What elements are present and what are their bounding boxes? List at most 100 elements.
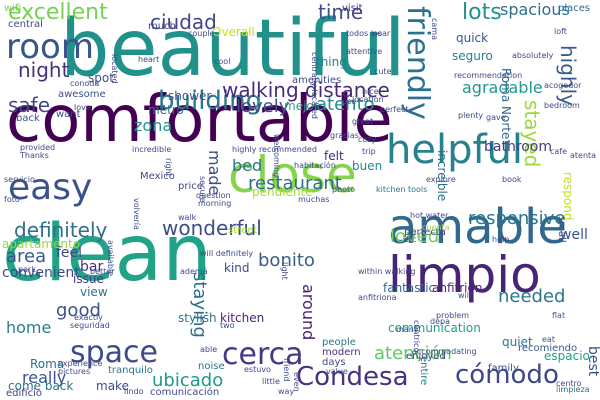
cloud-word: comunicación (150, 387, 220, 398)
cloud-word: wifi (4, 3, 22, 14)
cloud-word: secure (198, 176, 207, 203)
cloud-word: love (74, 103, 91, 112)
cloud-word: cafe (550, 147, 568, 156)
cloud-word: anfitriona (358, 293, 397, 302)
cloud-word: close (228, 146, 357, 204)
cloud-word: view (80, 285, 108, 299)
cloud-word: todos los (346, 29, 382, 38)
cloud-word: Mexico (140, 171, 175, 182)
cloud-word: amable (388, 199, 567, 255)
cloud-word: value (326, 367, 348, 376)
cloud-word: spacious (500, 0, 570, 19)
cloud-word: kitchen (220, 311, 265, 325)
cloud-word: loft (554, 27, 567, 36)
cloud-word: book (502, 175, 522, 184)
cloud-word: wonderful (162, 216, 262, 240)
cloud-word: awesome (58, 89, 106, 100)
cloud-word: quiet (502, 335, 533, 349)
cloud-word: perfect (380, 105, 409, 114)
cloud-word: accommodating (412, 347, 477, 356)
cloud-word: loved (390, 226, 440, 247)
cloud-word: room (6, 27, 94, 67)
cloud-word: estuvo (244, 365, 271, 374)
cloud-word: nice (362, 87, 379, 96)
cloud-word: convenient (2, 265, 80, 281)
cloud-word: depa (430, 317, 450, 326)
cloud-word: friend (282, 358, 291, 382)
cloud-word: mejor (284, 99, 319, 113)
cloud-word: felt (324, 149, 344, 163)
cloud-word: family (488, 363, 519, 374)
cloud-word: light (280, 262, 289, 280)
cloud-word: muchas (298, 195, 330, 204)
cloud-word: plenty (458, 111, 484, 120)
cloud-word: comfortable (6, 83, 393, 157)
cloud-word: seguro (452, 49, 493, 63)
cloud-word: responsive (468, 208, 566, 229)
cloud-word: make (96, 379, 129, 393)
cloud-word: trip (362, 147, 376, 156)
cloud-word: attentive (346, 47, 383, 56)
cloud-word: well (560, 227, 588, 243)
cloud-word: gracias (330, 131, 359, 140)
cloud-word: centro (556, 379, 582, 388)
cloud-word: ciudad (150, 10, 217, 34)
cloud-word: friendly (400, 6, 435, 120)
cloud-word: visit (342, 3, 363, 14)
cloud-word: problem (436, 311, 470, 320)
cloud-word: walk (178, 213, 197, 222)
cloud-word: restaurant (248, 173, 342, 194)
cloud-word: small (556, 216, 567, 243)
cloud-word: easy (8, 167, 93, 208)
cloud-word: atenta (570, 151, 597, 160)
cloud-word: question (196, 191, 231, 200)
cloud-word: definitely (14, 218, 108, 242)
cloud-word: home (6, 318, 52, 337)
cloud-word: better (90, 267, 115, 276)
cloud-word: thing (316, 55, 347, 69)
cloud-word: want (56, 109, 81, 120)
cloud-word: hot water (410, 211, 449, 220)
cloud-word: limpio (388, 246, 541, 304)
cloud-word: metro (148, 103, 184, 117)
cloud-word: amenities (292, 75, 342, 86)
cloud-word: pictures (58, 367, 91, 376)
cloud-word: many (396, 325, 419, 334)
cloud-word: edificio (6, 388, 42, 399)
cloud-word: lovely (236, 96, 290, 117)
cloud-word: good (56, 300, 101, 321)
cloud-word: highly recommended (232, 145, 317, 154)
cloud-word: right (164, 158, 173, 177)
cloud-word: photo (332, 185, 356, 194)
cloud-word: help (492, 235, 510, 244)
cloud-word: apartamento (2, 237, 81, 251)
cloud-word: space (70, 335, 159, 370)
cloud-word: kind (224, 261, 250, 275)
cloud-word: much (148, 21, 176, 32)
cloud-word: pendiente (252, 185, 313, 199)
cloud-word: kitchen tools (376, 185, 428, 194)
cloud-word: made (205, 150, 224, 196)
cloud-word: staying (189, 272, 210, 338)
cloud-word: safe (8, 93, 51, 117)
cloud-word: clean (2, 209, 212, 299)
cloud-word: area (6, 246, 47, 267)
cloud-word: experience (58, 359, 103, 368)
cloud-word: cama (430, 18, 439, 40)
cloud-word: fantastic (383, 281, 436, 295)
cloud-word: centrally located (310, 52, 319, 119)
cloud-word: eat (542, 335, 555, 344)
cloud-word: come back (8, 379, 74, 393)
cloud-word: exactly (74, 313, 103, 322)
cloud-word: bar (80, 259, 104, 275)
cloud-word: explore (426, 175, 456, 184)
cloud-word: location (352, 95, 384, 104)
cloud-word: servicio (4, 175, 35, 184)
cloud-word: communication (388, 321, 481, 335)
cloud-word: recomiendo (518, 343, 578, 354)
cloud-word: recommendation (454, 71, 523, 80)
cloud-word: really (22, 368, 67, 387)
cloud-word: price (178, 181, 203, 192)
cloud-word: quick (456, 31, 489, 45)
cloud-word: espacio (544, 349, 590, 363)
